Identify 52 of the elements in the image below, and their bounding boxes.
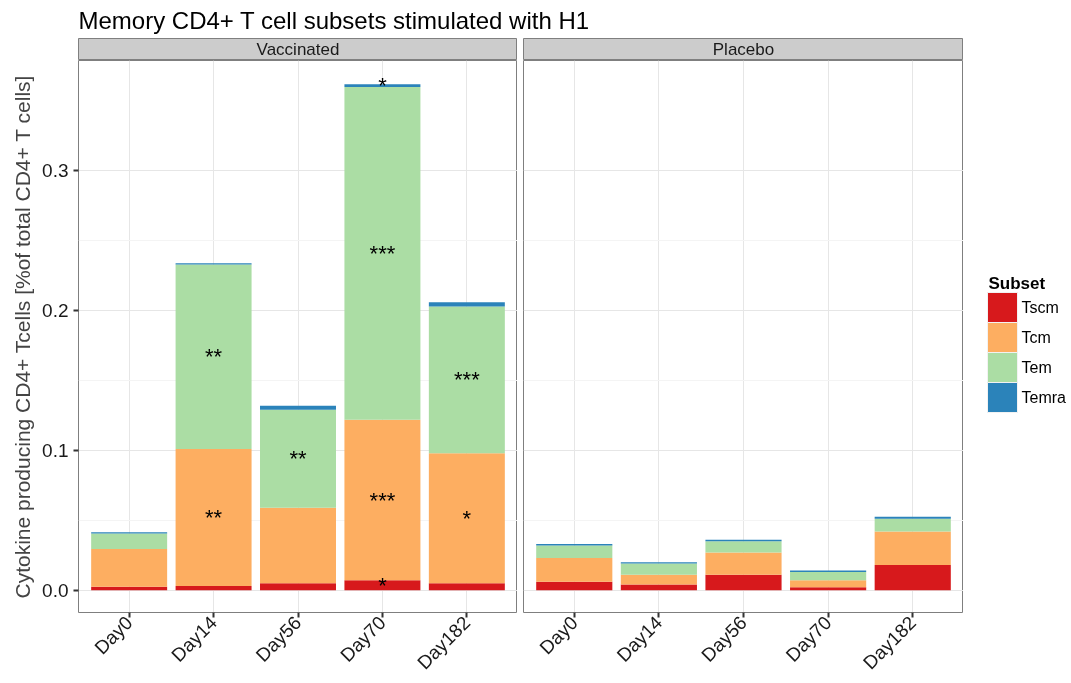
y-tick-label: 0.3 [42, 160, 69, 182]
bar [536, 581, 613, 591]
bar [874, 564, 951, 591]
bar [790, 580, 867, 588]
data-label: ** [205, 344, 223, 370]
legend-label: Tem [1021, 359, 1052, 376]
bar [536, 558, 613, 582]
y-axis-title: Cytokine producing CD4+ Tcells [%of total CD4+ T cells] [11, 75, 35, 599]
chart-subtitle: Placebo [712, 40, 775, 59]
bar [344, 84, 421, 88]
y-tick-label: 0.2 [42, 300, 69, 322]
bar [874, 531, 951, 565]
bar [536, 545, 613, 558]
bar [705, 552, 782, 575]
data-label: * [378, 572, 388, 598]
bar [428, 302, 505, 307]
legend-label: Tscm [1021, 299, 1059, 316]
data-label: ** [289, 446, 307, 472]
bar [705, 541, 782, 553]
bar [620, 574, 697, 585]
bar [260, 409, 336, 508]
bar [175, 264, 252, 449]
chart-title: Memory CD4+ T cell subsets stimulated with H1 [78, 6, 590, 34]
bar [790, 571, 867, 581]
y-tick-label: 0.1 [42, 439, 69, 461]
bar [428, 583, 505, 591]
bar [175, 585, 252, 591]
chart-subtitle: Vaccinated [256, 40, 340, 59]
bar [260, 507, 336, 584]
bar [260, 583, 336, 591]
y-tick-label: 0.0 [42, 579, 69, 601]
data-label: *** [369, 487, 396, 513]
legend-title: Subset [988, 273, 1046, 293]
bar [620, 563, 697, 575]
data-label: ** [205, 504, 223, 530]
legend-label: Temra [1021, 389, 1067, 406]
legend-label: Tcm [1021, 329, 1051, 346]
bar [428, 306, 505, 454]
bar [175, 449, 252, 586]
bar [344, 87, 421, 420]
bar [874, 518, 951, 532]
data-label: *** [369, 240, 396, 266]
bar [428, 453, 505, 584]
bar [91, 548, 168, 587]
bar [260, 405, 336, 410]
bar [91, 533, 168, 549]
bar [344, 580, 421, 591]
bar [705, 574, 782, 591]
data-label: * [462, 505, 472, 531]
data-label: *** [454, 367, 481, 393]
bar [790, 587, 867, 591]
bar [874, 516, 951, 519]
